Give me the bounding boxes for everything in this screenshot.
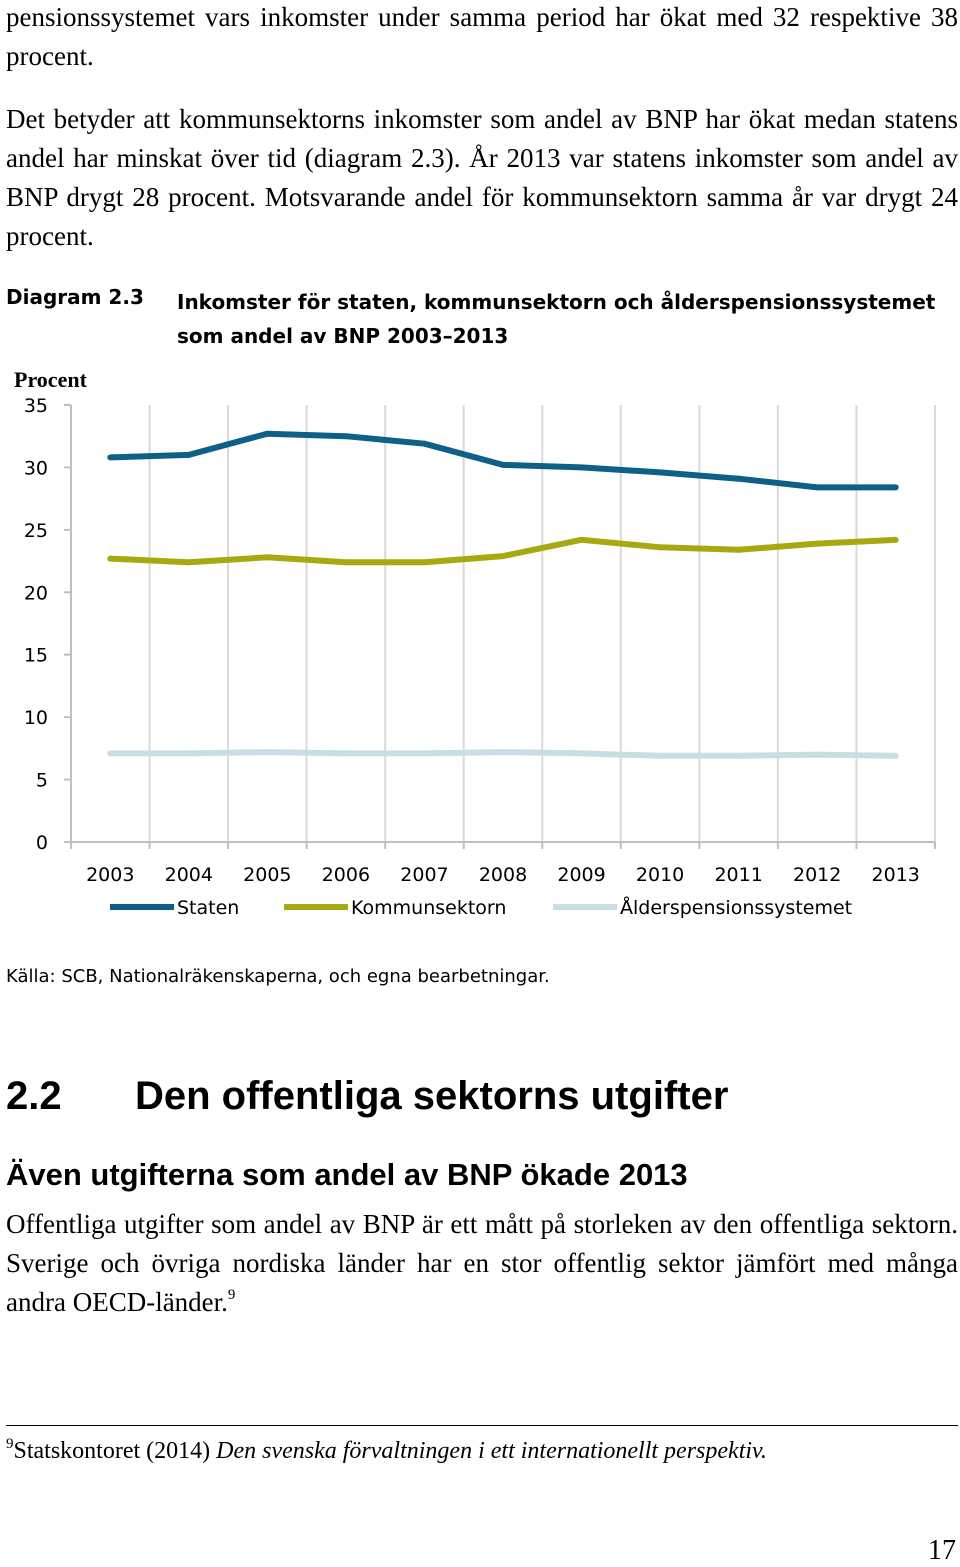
data-point [342,433,349,440]
data-point [735,475,742,482]
data-point [735,546,742,553]
body-paragraph-1: pensionssystemet vars inkomster under sa… [6,2,958,71]
x-tick-label: 2007 [400,864,448,886]
data-point [735,752,742,759]
diagram-number: Diagram 2.3 [6,285,144,309]
page-number: 17 [928,1535,956,1566]
legend-label: Ålderspensionssystemet [620,896,852,919]
data-point [500,553,506,560]
section-title: Den offentliga sektorns utgifter [135,1074,729,1118]
data-point [657,752,664,759]
legend-label: Kommunsektorn [351,897,506,919]
subsection-heading: Även utgifterna som andel av BNP ökade 2… [6,1157,688,1192]
data-point [500,461,506,468]
legend-label: Staten [177,897,239,919]
chart-source: Källa: SCB, Nationalräkenskaperna, och e… [6,966,550,987]
y-tick-label: 35 [24,395,48,417]
footnote-separator [6,1425,958,1426]
x-tick-label: 2006 [322,864,370,886]
paragraph-3-text: Offentliga utgifter som andel av BNP är … [6,1209,958,1317]
data-point [185,559,192,566]
x-tick-label: 2004 [165,864,213,886]
section-number: 2.2 [6,1074,62,1118]
x-tick-label: 2011 [714,864,762,886]
footnote-title: Den svenska förvaltningen i ett internat… [216,1438,767,1464]
data-point [342,559,349,566]
x-tick-label: 2010 [636,864,684,886]
data-point [892,484,899,491]
data-point [500,749,506,756]
x-tick-label: 2013 [872,864,920,886]
data-point [578,536,585,543]
data-point [578,750,585,757]
section-heading: 2.2 Den offentliga sektorns utgifter [6,1074,728,1119]
y-tick-label: 15 [24,645,48,667]
data-point [657,544,664,551]
data-point [107,750,114,757]
data-point [578,464,585,471]
y-tick-label: 0 [36,832,48,854]
y-tick-label: 5 [36,770,48,792]
x-tick-label: 2003 [86,864,134,886]
x-tick-label: 2012 [793,864,841,886]
data-point [264,749,271,756]
data-point [892,536,899,543]
y-tick-label: 25 [24,520,48,542]
data-point [185,750,192,757]
y-tick-label: 10 [24,707,48,729]
data-point [814,751,821,758]
data-point [342,750,349,757]
x-tick-label: 2008 [479,864,527,886]
footnote: 9Statskontoret (2014) Den svenska förval… [6,1436,767,1465]
y-tick-label: 20 [24,582,48,604]
chart-y-axis-label: Procent [14,367,87,392]
line-chart: 35 30 25 20 15 10 5 0 2003 2004 2005 2006 2007 2008 20… [24,395,936,919]
data-point [421,750,428,757]
data-point [107,454,114,461]
footnote-reference[interactable]: 9 [227,1287,236,1303]
diagram-title: Inkomster för staten, kommunsektorn och … [177,290,936,348]
data-point [107,555,114,562]
footnote-text: Statskontoret (2014) [13,1438,217,1464]
data-point [892,752,899,759]
data-point [814,540,821,547]
body-paragraph-2: Det betyder att kommunsektorns inkomster… [6,104,958,251]
footnote-number: 9 [6,1436,14,1452]
data-point [421,559,428,566]
data-point [421,440,428,447]
data-point [264,554,271,561]
x-tick-label: 2005 [243,864,291,886]
body-paragraph-3: Offentliga utgifter som andel av BNP är … [6,1205,958,1322]
data-point [264,430,271,437]
x-tick-label: 2009 [557,864,605,886]
data-point [185,451,192,458]
data-point [814,484,821,491]
data-point [657,469,664,476]
y-tick-label: 30 [24,457,48,479]
